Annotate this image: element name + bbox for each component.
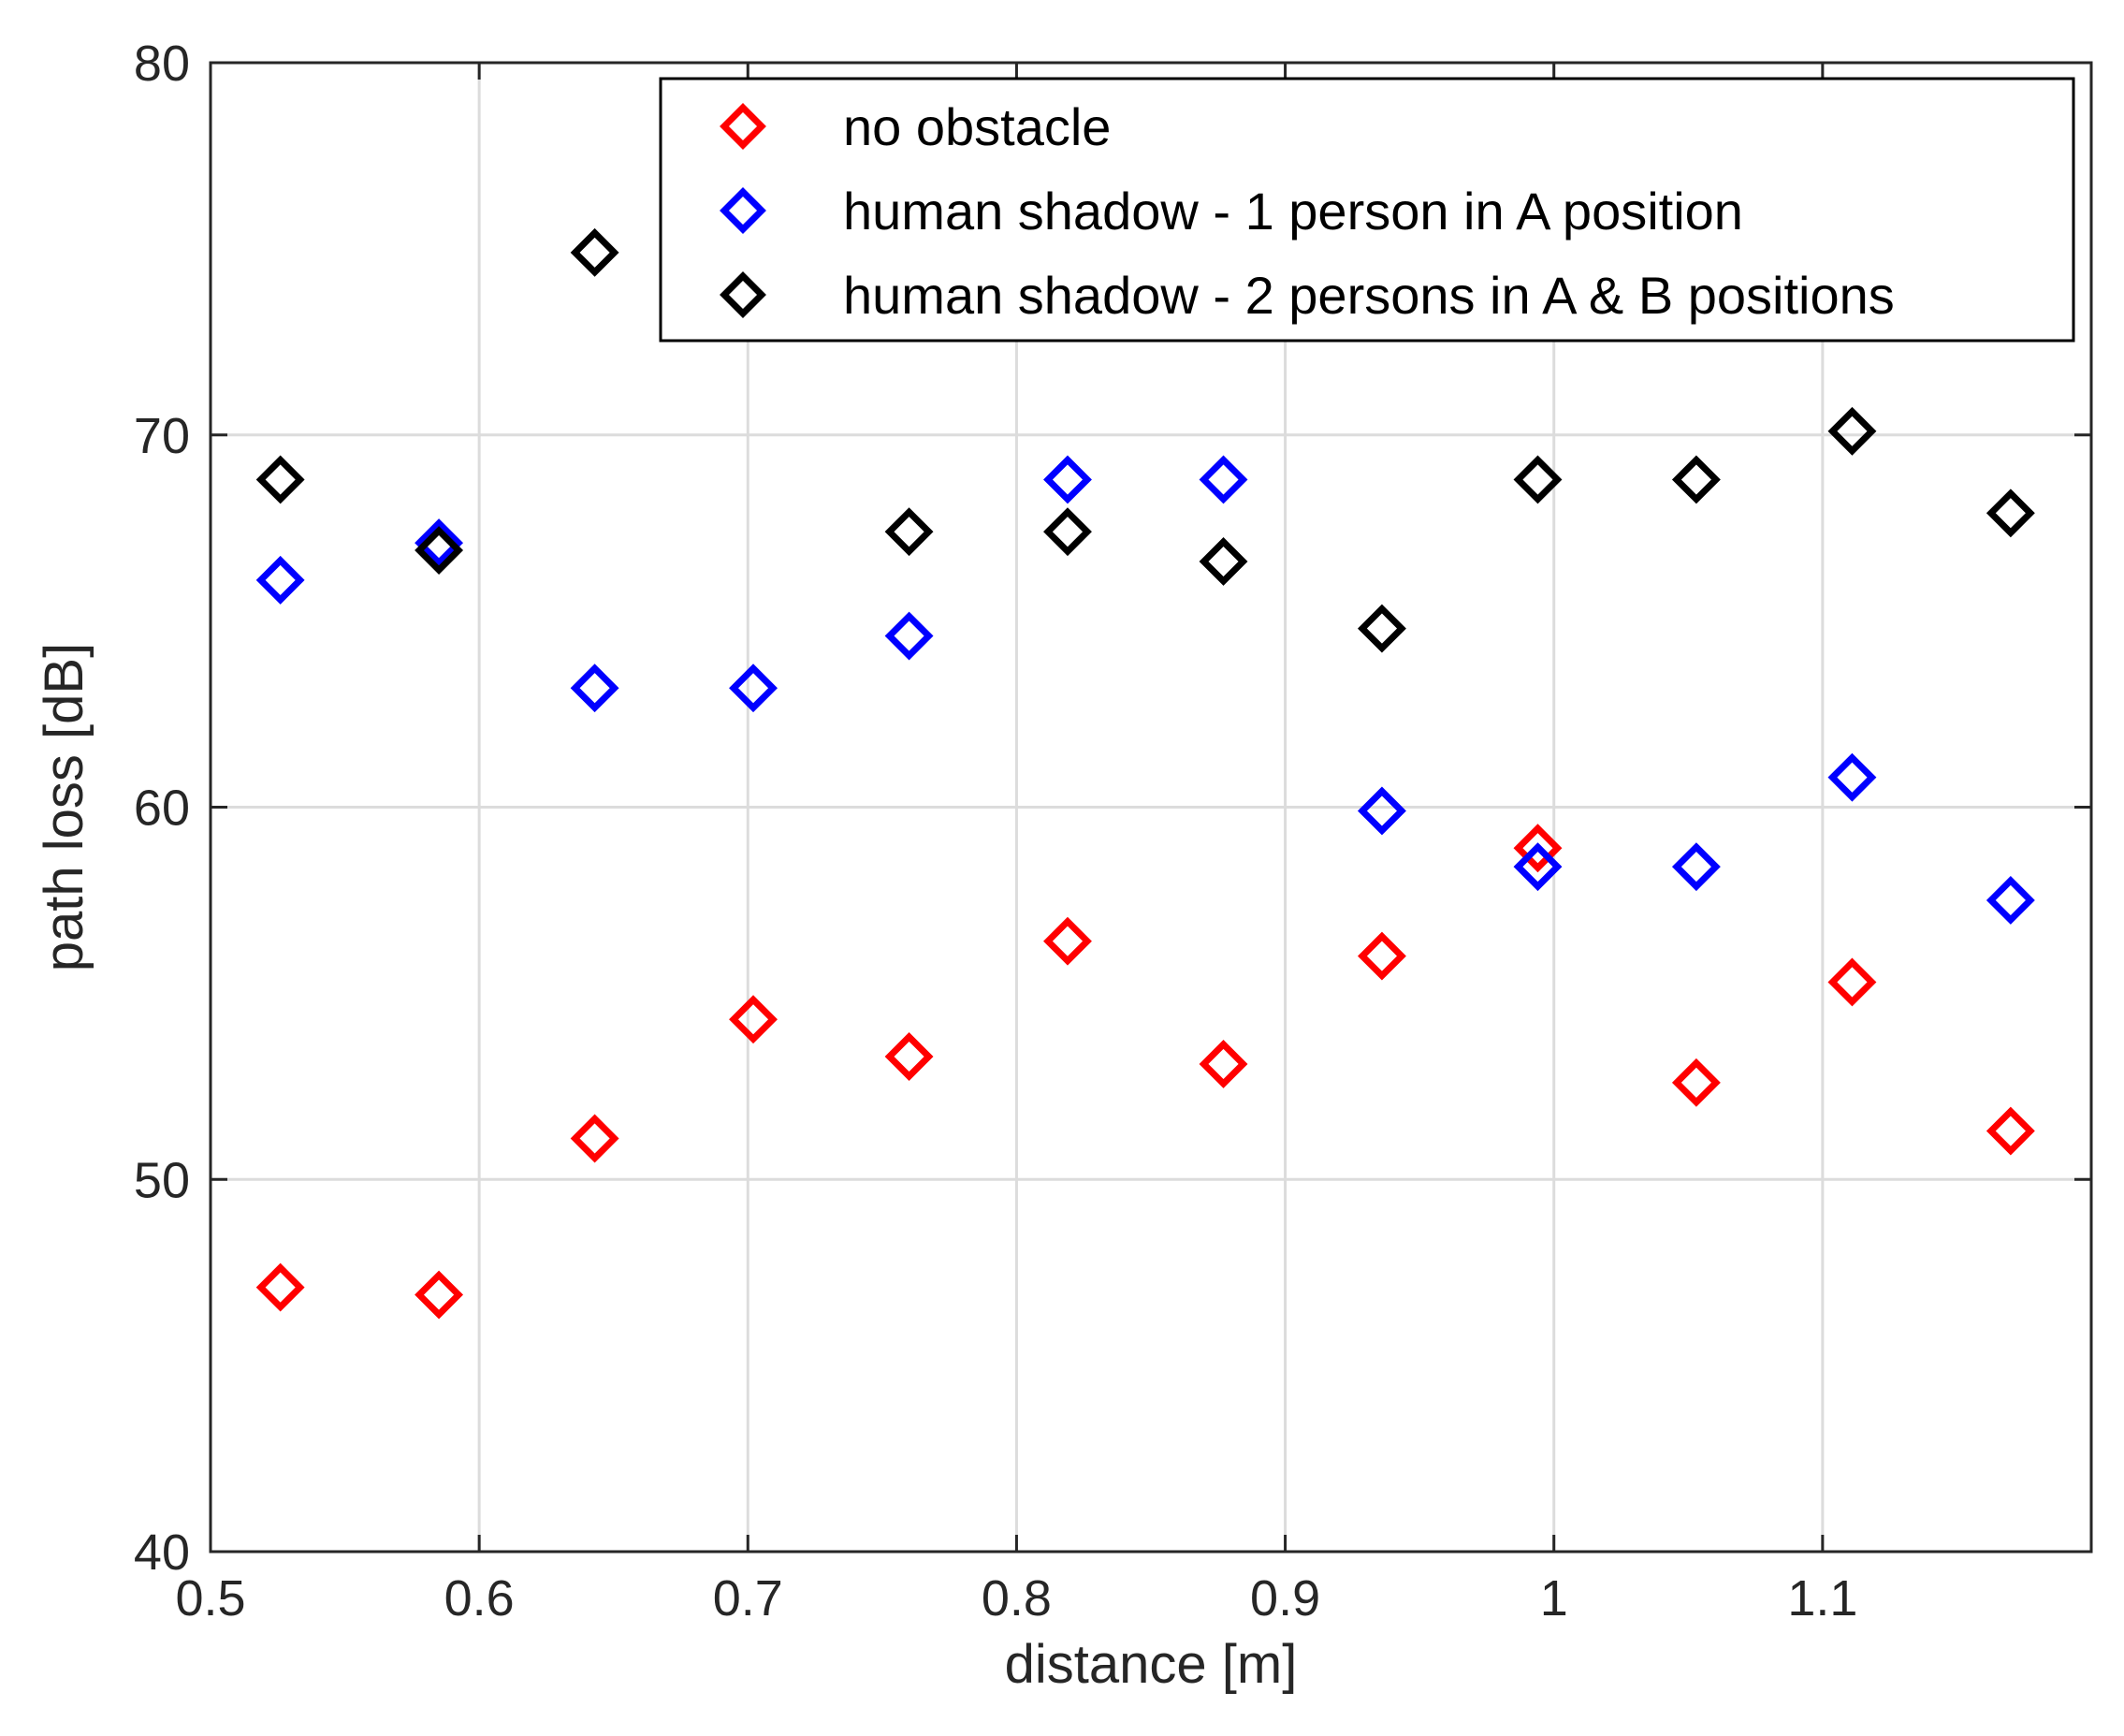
- x-tick-label: 0.6: [444, 1570, 515, 1627]
- data-point-series-1: [1671, 1058, 1721, 1107]
- data-points: [255, 227, 2035, 1320]
- data-point-series-2: [255, 555, 305, 605]
- data-point-series-3: [1513, 455, 1563, 504]
- x-tick-label: 0.5: [175, 1570, 245, 1627]
- legend-label: human shadow - 2 persons in A & B positi…: [843, 266, 1895, 325]
- data-point-series-2: [1827, 752, 1877, 802]
- data-point-series-2: [1043, 455, 1092, 504]
- y-tick-label: 70: [134, 408, 190, 464]
- data-point-series-3: [884, 507, 934, 557]
- data-point-series-2: [1986, 875, 2035, 925]
- x-tick-label: 1: [1540, 1570, 1568, 1627]
- legend-label: no obstacle: [843, 97, 1111, 156]
- data-point-series-2: [570, 664, 619, 713]
- x-tick-label: 0.7: [713, 1570, 783, 1627]
- data-point-series-2: [1199, 455, 1248, 504]
- data-point-series-1: [415, 1270, 464, 1320]
- tick-labels: 0.5 0.6 0.7 0.8 0.9 1 1.1 40 50 60 70 80: [134, 36, 1857, 1627]
- data-point-series-3: [1199, 537, 1248, 586]
- data-point-series-1: [1357, 931, 1406, 981]
- data-point-series-1: [1513, 824, 1563, 873]
- x-tick-label: 0.8: [982, 1570, 1052, 1627]
- y-tick-label: 80: [134, 36, 190, 92]
- axis-ticks: [209, 61, 2091, 1554]
- data-point-series-1: [1043, 916, 1092, 966]
- y-tick-label: 40: [134, 1524, 190, 1581]
- data-point-series-1: [884, 1032, 934, 1081]
- data-point-series-1: [570, 1114, 619, 1163]
- data-point-series-3: [1043, 507, 1092, 557]
- data-point-series-1: [1199, 1039, 1248, 1088]
- data-point-series-2: [415, 518, 464, 568]
- legend-marker: [720, 103, 766, 150]
- data-point-series-2: [1513, 842, 1563, 892]
- data-point-series-3: [1357, 604, 1406, 653]
- data-point-series-3: [570, 227, 619, 277]
- data-point-series-1: [1986, 1106, 2035, 1156]
- legend-box: [659, 77, 2075, 343]
- data-point-series-1: [729, 995, 778, 1044]
- x-tick-label: 1.1: [1787, 1570, 1857, 1627]
- data-point-series-3: [255, 455, 305, 504]
- data-point-series-3: [1671, 455, 1721, 504]
- x-axis-title: distance [m]: [1005, 1634, 1298, 1695]
- data-point-series-2: [1671, 842, 1721, 892]
- legend-marker: [720, 187, 766, 234]
- legend-label: human shadow - 1 person in A position: [843, 182, 1743, 241]
- data-point-series-3: [415, 526, 464, 576]
- data-point-series-2: [1357, 786, 1406, 836]
- data-point-series-3: [1986, 489, 2035, 538]
- x-tick-label: 0.9: [1250, 1570, 1320, 1627]
- data-point-series-3: [1827, 406, 1877, 456]
- data-point-series-1: [1827, 957, 1877, 1007]
- y-tick-label: 50: [134, 1152, 190, 1208]
- legend-items: no obstacle human shadow - 1 person in A …: [720, 97, 1895, 325]
- data-point-series-2: [884, 611, 934, 661]
- data-point-series-2: [729, 664, 778, 713]
- y-tick-label: 60: [134, 780, 190, 837]
- y-axis-title: path loss [dB]: [34, 643, 95, 971]
- legend-marker: [720, 271, 766, 318]
- data-point-series-1: [255, 1262, 305, 1312]
- legend: no obstacle human shadow - 1 person in A …: [659, 77, 2075, 343]
